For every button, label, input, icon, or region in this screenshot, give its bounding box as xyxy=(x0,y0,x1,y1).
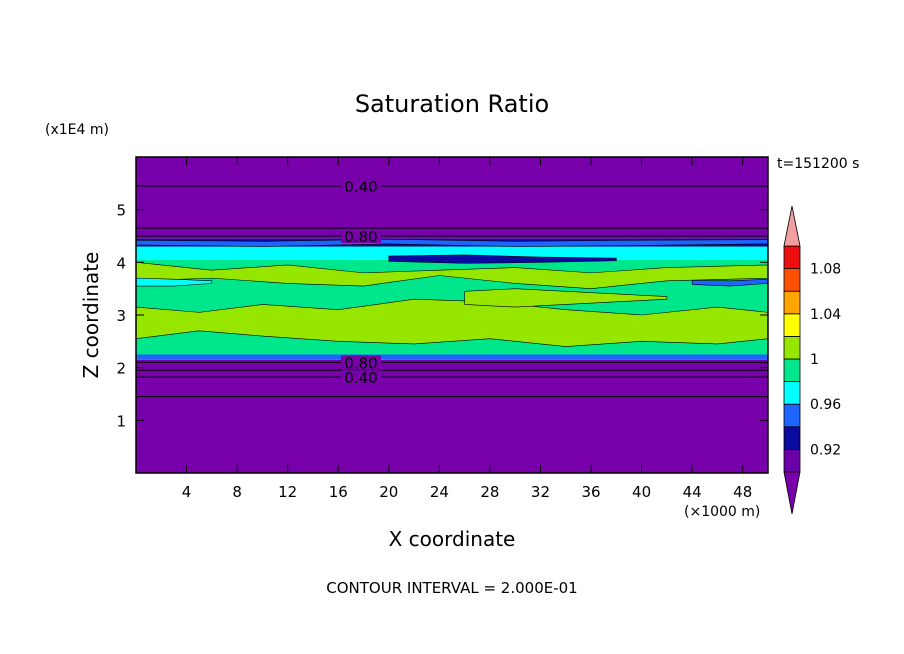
colorbar-swatch-9 xyxy=(783,245,801,270)
colorbar-swatch-3 xyxy=(783,381,801,405)
x-tick-label: 24 xyxy=(430,483,449,501)
contour-label-5: 0.40 xyxy=(344,369,377,387)
contour-label-0: 0.40 xyxy=(344,178,377,196)
colorbar-swatch-5 xyxy=(783,335,801,360)
x-tick-label: 28 xyxy=(480,483,499,501)
colorbar-swatch-1 xyxy=(783,426,801,450)
x-tick-label: 40 xyxy=(632,483,651,501)
colorbar-swatch-4 xyxy=(783,358,801,383)
contour-label-bg-5 xyxy=(340,370,381,385)
y-tick-label: 3 xyxy=(116,307,126,325)
colorbar-label: 0.96 xyxy=(810,397,841,413)
y-tick-label: 4 xyxy=(116,254,126,272)
field-band-3 xyxy=(136,246,768,260)
colorbar: 0.92 0.96 1 1.04 1.08 xyxy=(783,205,841,515)
field-patch-3 xyxy=(136,277,213,287)
x-tick-label: 44 xyxy=(683,483,702,501)
contour-label-bg-2 xyxy=(340,229,381,243)
x-tick-label: 36 xyxy=(581,483,600,501)
y-tick-label: 5 xyxy=(116,202,126,220)
x-tick-label: 32 xyxy=(531,483,550,501)
saturation-field xyxy=(136,157,768,473)
x-unit-label: (×1000 m) xyxy=(684,504,760,520)
y-tick-label: 1 xyxy=(116,412,126,430)
y-tick-label: 2 xyxy=(116,360,126,378)
y-unit-label: (x1E4 m) xyxy=(45,122,109,138)
colorbar-over-arrow xyxy=(783,205,801,247)
plot-area: 0.400.800.800.40 xyxy=(136,157,768,473)
field-patch-0 xyxy=(136,262,768,289)
x-tick-label: 4 xyxy=(182,483,192,501)
field-band-1 xyxy=(136,354,768,360)
colorbar-swatch-6 xyxy=(783,313,801,337)
contour-label-3: 0.80 xyxy=(344,354,377,372)
time-label: t=151200 s xyxy=(777,156,859,172)
contour-label-bg-3 xyxy=(340,355,381,370)
x-tick-label: 48 xyxy=(733,483,752,501)
y-axis-ticks: 1 2 3 4 5 xyxy=(116,202,768,430)
colorbar-swatch-7 xyxy=(783,290,801,315)
field-patch-5 xyxy=(136,238,768,247)
x-tick-label: 20 xyxy=(379,483,398,501)
field-patch-4 xyxy=(388,254,617,264)
field-band-0 xyxy=(136,359,768,473)
x-tick-label: 12 xyxy=(278,483,297,501)
contour-label-2: 0.80 xyxy=(344,228,377,246)
colorbar-label: 1 xyxy=(810,352,819,368)
contour-lines: 0.400.800.800.40 xyxy=(136,178,768,398)
colorbar-swatch-0 xyxy=(783,448,801,473)
colorbar-label: 0.92 xyxy=(810,442,841,458)
x-tick-label: 16 xyxy=(329,483,348,501)
chart-title: Saturation Ratio xyxy=(355,90,549,118)
field-patch-2 xyxy=(464,288,668,308)
colorbar-label: 1.04 xyxy=(810,307,841,323)
colorbar-swatch-8 xyxy=(783,268,801,292)
contour-label-bg-0 xyxy=(340,178,381,193)
field-band-5 xyxy=(136,157,768,239)
contour-interval-footer: CONTOUR INTERVAL = 2.000E-01 xyxy=(326,579,577,597)
x-tick-label: 8 xyxy=(232,483,242,501)
y-axis-label: Z coordinate xyxy=(79,252,103,379)
colorbar-label: 1.08 xyxy=(810,262,841,278)
colorbar-swatch-2 xyxy=(783,403,801,428)
field-patch-1 xyxy=(136,298,768,347)
colorbar-under-arrow xyxy=(783,471,801,515)
x-axis-ticks: 4 8 12 16 20 24 28 32 36 40 44 48 xyxy=(182,157,752,501)
field-patch-6 xyxy=(691,278,768,287)
x-axis-label: X coordinate xyxy=(389,527,516,551)
